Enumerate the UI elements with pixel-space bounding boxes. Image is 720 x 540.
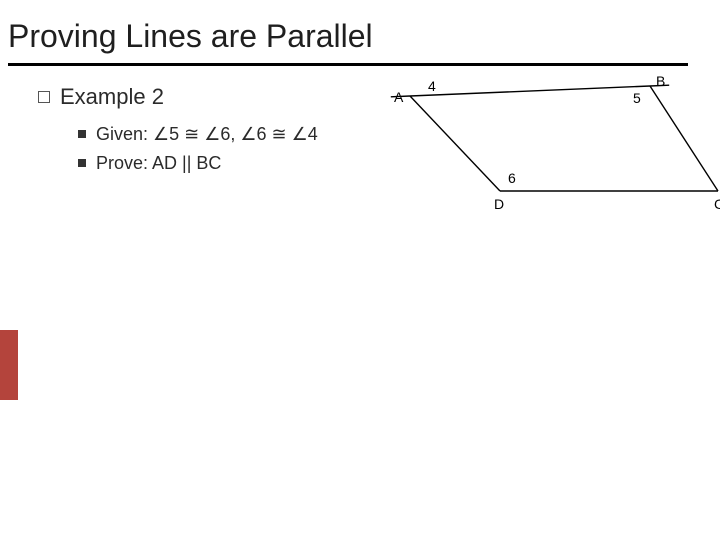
given-text: Given: ∠5 ≅ ∠6, ∠6 ≅ ∠4 <box>96 120 318 149</box>
hollow-square-bullet-icon <box>38 91 50 103</box>
square-bullet-icon <box>78 159 86 167</box>
svg-text:C: C <box>714 196 720 212</box>
svg-text:6: 6 <box>508 170 516 186</box>
svg-text:B: B <box>656 73 665 89</box>
example-label: Example 2 <box>60 84 164 110</box>
prove-text: Prove: AD || BC <box>96 149 221 178</box>
svg-text:5: 5 <box>633 90 641 106</box>
svg-text:4: 4 <box>428 78 436 94</box>
svg-text:D: D <box>494 196 504 212</box>
side-accent-bar <box>0 330 18 400</box>
content-area: Example 2 Given: ∠5 ≅ ∠6, ∠6 ≅ ∠4 Prove:… <box>0 66 720 178</box>
svg-text:A: A <box>394 89 404 105</box>
geometry-diagram: A B D C 4 5 6 <box>380 71 720 241</box>
square-bullet-icon <box>78 130 86 138</box>
page-title: Proving Lines are Parallel <box>8 18 720 55</box>
